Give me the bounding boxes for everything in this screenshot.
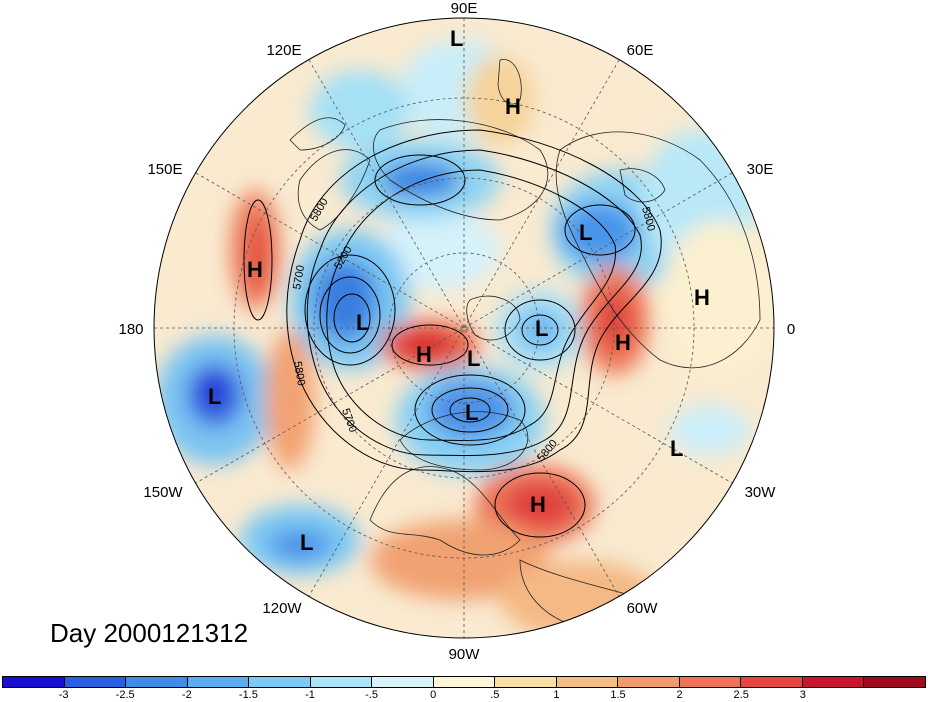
contour-label: 5700 (291, 264, 307, 290)
colorbar-tick-label: -1.5 (238, 689, 258, 701)
pressure-center-label: L (450, 26, 463, 51)
colorbar-swatch (556, 677, 619, 687)
colorbar-swatch (249, 677, 311, 687)
colorbar-tick-label: -2 (181, 689, 192, 701)
colorbar-tick-label: 2 (676, 689, 683, 701)
pressure-center-label: L (579, 220, 592, 245)
colorbar-swatch (126, 677, 188, 687)
colorbar-swatch (495, 677, 557, 687)
pressure-center-label: H (615, 330, 631, 355)
height-contours (243, 129, 662, 538)
colorbar-tick-label: -.5 (365, 689, 379, 701)
colorbar-swatch (187, 677, 250, 687)
colorbar-tick-label: 3 (799, 689, 806, 701)
lon-label-30e: 30E (747, 161, 774, 178)
pressure-centers: L H L H H L H L H L L L L H L (208, 26, 710, 555)
graticule (154, 18, 774, 638)
lon-label-90w: 90W (449, 646, 481, 663)
polar-map: 5800 5700 5200 5800 5700 5800 5800 L H L… (118, 0, 795, 663)
colorbar-tick-label: -2.5 (115, 689, 135, 701)
pressure-center-label: H (694, 285, 710, 310)
map-border (153, 17, 775, 639)
pressure-center-label: L (208, 384, 221, 409)
colorbar-tick-label: .5 (490, 689, 500, 701)
colorbar-swatch (433, 677, 496, 687)
colorbar-swatch (372, 677, 434, 687)
colorbar-tick-label: 1.5 (610, 689, 626, 701)
colorbar-swatch (802, 677, 865, 687)
lon-label-30w: 30W (745, 484, 777, 501)
colorbar-tick-label: 1 (553, 689, 560, 701)
lon-label-60e: 60E (627, 42, 654, 59)
pressure-center-label: L (300, 530, 313, 555)
colorbar (2, 676, 926, 688)
pressure-center-label: L (535, 316, 548, 341)
colorbar-swatch (618, 677, 680, 687)
pressure-center-label: L (465, 400, 478, 425)
pressure-center-label: L (670, 436, 683, 461)
colorbar-swatch (3, 677, 65, 687)
lon-label-180: 180 (118, 321, 143, 338)
colorbar-swatch (741, 677, 803, 687)
colorbar-tick-label: 0 (430, 689, 437, 701)
pressure-center-label: H (247, 257, 263, 282)
colorbar-tick-label: -3 (58, 689, 69, 701)
lon-label-150w: 150W (143, 484, 183, 501)
pressure-center-label: L (356, 310, 369, 335)
pressure-center-label: L (467, 346, 480, 371)
lon-label-90e: 90E (451, 0, 478, 17)
pressure-center-label: H (530, 492, 546, 517)
colorbar-swatch (864, 677, 925, 687)
colorbar-swatch (310, 677, 373, 687)
pressure-center-label: H (505, 94, 521, 119)
lon-label-0: 0 (787, 321, 795, 338)
lon-label-120w: 120W (262, 600, 302, 617)
colorbar-swatch (679, 677, 742, 687)
colorbar-tick-label: 2.5 (733, 689, 749, 701)
pressure-center-label: H (416, 342, 432, 367)
longitude-labels: 90E 60E 30E 0 30W 60W 90W 120W 150W 180 … (118, 0, 795, 663)
colorbar-swatch (64, 677, 127, 687)
colorbar-tick-label: -1 (305, 689, 315, 701)
contour-label: 5800 (291, 360, 307, 386)
lon-label-150e: 150E (147, 161, 182, 178)
lon-label-120e: 120E (266, 42, 301, 59)
lon-label-60w: 60W (627, 600, 659, 617)
day-label: Day 2000121312 (50, 618, 249, 648)
